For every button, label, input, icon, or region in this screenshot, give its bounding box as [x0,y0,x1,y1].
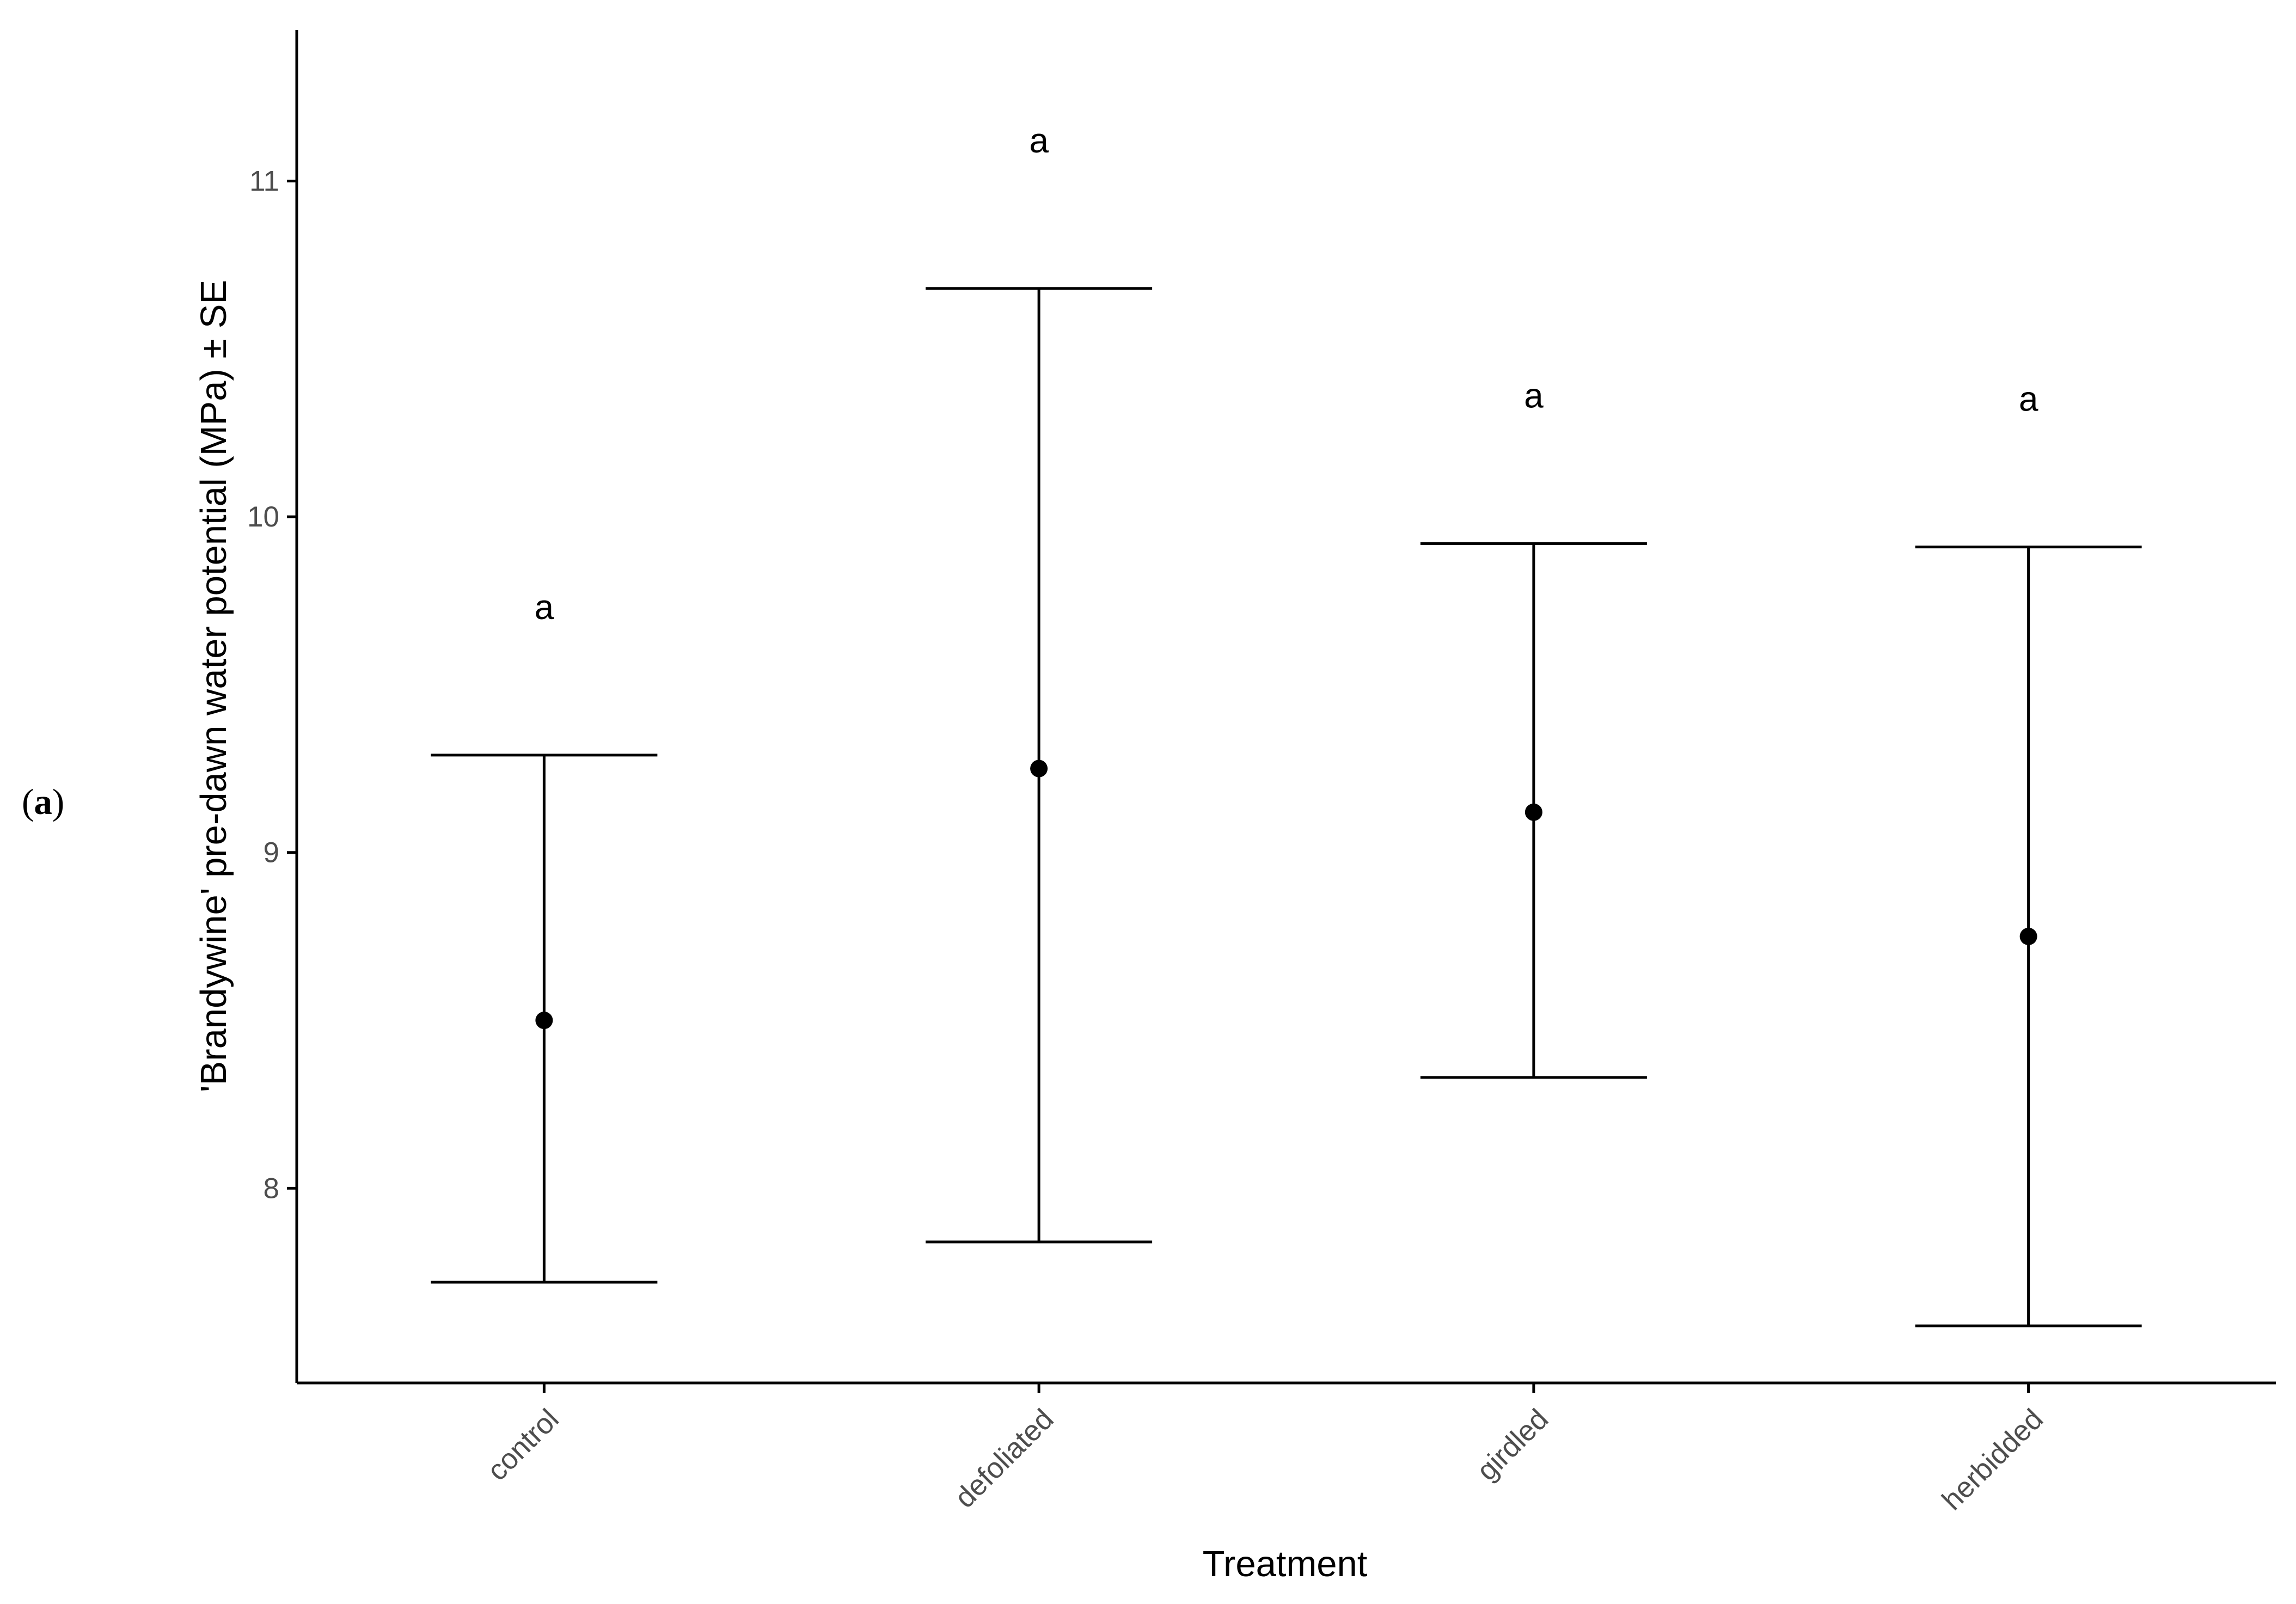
x-axis-title: Treatment [1203,1544,1368,1584]
significance-letter: a [535,587,554,627]
mean-point [2019,927,2037,945]
panel-label-close: ) [52,782,64,822]
panel-label: (a) [22,782,64,822]
mean-point [1030,760,1048,777]
y-tick-label: 11 [249,165,279,197]
panel-label-letter: a [34,782,52,822]
significance-letter: a [1029,121,1049,160]
panel-label-open: ( [22,782,34,822]
plot-area: 8 9 10 11 control defoliated girdled herbidded a… [247,30,2276,1516]
mean-point [1524,803,1542,821]
significance-letter: a [1524,376,1544,415]
significance-letter: a [2019,379,2038,419]
y-tick-label: 8 [264,1172,279,1204]
mean-point [535,1012,553,1030]
y-tick-label: 10 [247,501,279,533]
x-tick-label: girdled [1471,1403,1554,1487]
y-axis-title: 'Brandywine' pre-dawn water potential (M… [193,280,234,1092]
x-tick-label: control [481,1403,565,1487]
x-tick-label: defoliated [948,1403,1060,1514]
y-tick-label: 9 [264,837,279,869]
x-tick-label: herbidded [1936,1403,2049,1516]
